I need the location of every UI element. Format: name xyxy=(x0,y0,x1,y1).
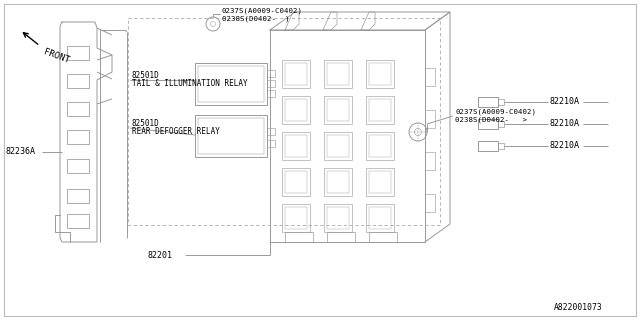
Bar xyxy=(327,232,355,242)
Bar xyxy=(282,60,310,88)
Bar xyxy=(198,66,264,102)
Text: 0237S(A0009-C0402): 0237S(A0009-C0402) xyxy=(222,8,303,14)
Bar xyxy=(324,60,352,88)
Bar xyxy=(282,132,310,160)
Bar xyxy=(267,140,275,147)
Text: 0237S(A0009-C0402): 0237S(A0009-C0402) xyxy=(455,109,536,115)
Bar xyxy=(267,80,275,87)
Bar xyxy=(324,204,352,232)
Bar xyxy=(267,90,275,97)
Bar xyxy=(425,68,435,86)
Bar xyxy=(369,99,391,121)
Bar xyxy=(285,99,307,121)
Text: 82210A: 82210A xyxy=(550,119,580,129)
Bar xyxy=(67,214,89,228)
Bar xyxy=(369,232,397,242)
Bar xyxy=(67,46,89,60)
Bar xyxy=(67,159,89,173)
Bar xyxy=(366,204,394,232)
Bar xyxy=(285,171,307,193)
Bar xyxy=(324,168,352,196)
Bar xyxy=(498,121,504,127)
Text: FRONT: FRONT xyxy=(42,47,70,65)
Text: 0238S(D0402-   >: 0238S(D0402- > xyxy=(455,117,527,123)
Bar xyxy=(425,110,435,128)
Bar xyxy=(285,63,307,85)
Bar xyxy=(285,207,307,229)
Bar xyxy=(425,194,435,212)
Bar xyxy=(366,168,394,196)
Bar xyxy=(327,171,349,193)
Bar xyxy=(498,99,504,105)
Bar xyxy=(267,70,275,77)
Text: 82201: 82201 xyxy=(148,251,173,260)
Bar xyxy=(327,99,349,121)
Bar xyxy=(369,135,391,157)
Text: 0238S(D0402-  ): 0238S(D0402- ) xyxy=(222,15,289,21)
Bar xyxy=(425,152,435,170)
Text: 82501D: 82501D xyxy=(132,119,160,129)
Bar xyxy=(282,96,310,124)
Bar xyxy=(324,96,352,124)
Bar xyxy=(270,30,425,242)
Bar xyxy=(369,207,391,229)
Bar xyxy=(478,119,498,129)
Bar xyxy=(366,60,394,88)
Text: 82210A: 82210A xyxy=(550,141,580,150)
Bar xyxy=(366,132,394,160)
Bar xyxy=(478,141,498,151)
Text: TAIL & ILLUMINATION RELAY: TAIL & ILLUMINATION RELAY xyxy=(132,78,248,87)
Bar xyxy=(195,63,267,105)
Bar xyxy=(282,168,310,196)
Bar xyxy=(327,135,349,157)
Text: A822001073: A822001073 xyxy=(554,303,603,312)
Bar xyxy=(366,96,394,124)
Bar xyxy=(282,204,310,232)
Text: 82236A: 82236A xyxy=(6,148,36,156)
Text: 82210A: 82210A xyxy=(550,98,580,107)
Bar xyxy=(67,130,89,144)
Bar xyxy=(198,118,264,154)
Bar xyxy=(498,143,504,149)
Bar xyxy=(327,63,349,85)
Bar xyxy=(67,102,89,116)
Bar xyxy=(195,115,267,157)
Bar xyxy=(267,128,275,135)
Bar xyxy=(285,232,313,242)
Bar xyxy=(285,135,307,157)
Bar xyxy=(478,97,498,107)
Bar xyxy=(324,132,352,160)
Bar xyxy=(67,74,89,88)
Bar xyxy=(369,63,391,85)
Text: 82501D: 82501D xyxy=(132,71,160,81)
Text: REAR DEFOGGER RELAY: REAR DEFOGGER RELAY xyxy=(132,126,220,135)
Bar xyxy=(67,189,89,203)
Bar xyxy=(369,171,391,193)
Bar xyxy=(327,207,349,229)
